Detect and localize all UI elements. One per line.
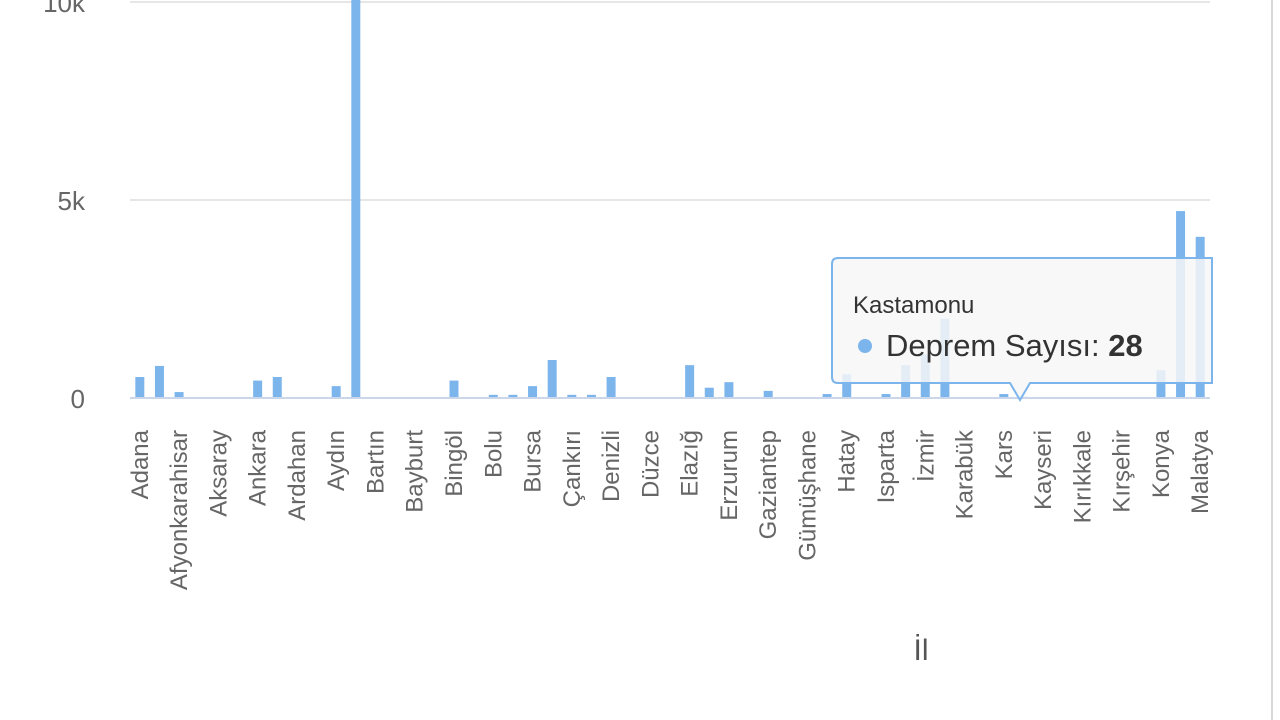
bar[interactable] — [881, 394, 891, 398]
bar[interactable] — [135, 377, 145, 398]
x-tick-label: Bayburt — [402, 430, 429, 513]
x-tick-label: Çankırı — [559, 430, 586, 507]
bar[interactable] — [272, 377, 282, 398]
x-tick-label: Denizli — [598, 430, 625, 502]
bar[interactable] — [724, 382, 734, 398]
x-tick-label: Düzce — [637, 430, 664, 498]
bar[interactable] — [508, 394, 518, 398]
bar[interactable] — [704, 387, 714, 398]
bar[interactable] — [351, 0, 361, 398]
x-tick-label: Adana — [127, 429, 154, 499]
bar[interactable] — [822, 394, 832, 398]
x-tick-label: Aksaray — [205, 430, 232, 517]
bar[interactable] — [586, 394, 596, 398]
x-tick-label: Bursa — [520, 429, 547, 492]
x-axis-labels: Adana Afyonkarahisar Aksaray Ankara Ardahan A… — [127, 429, 1214, 590]
grid-lines — [130, 0, 1210, 201]
bar[interactable] — [253, 380, 263, 398]
x-tick-label: Bartın — [362, 430, 389, 494]
x-tick-label: Aydın — [323, 430, 350, 491]
x-tick-label: Kırşehir — [1109, 430, 1136, 513]
x-tick-label: Isparta — [873, 429, 900, 503]
x-axis-title: İl — [914, 634, 929, 667]
x-tick-label: Gümüşhane — [794, 430, 821, 561]
x-tick-label: Kırıkkale — [1069, 430, 1096, 523]
x-tick-label: Hatay — [834, 430, 861, 493]
x-tick-label: Kayseri — [1030, 430, 1057, 510]
bar[interactable] — [449, 380, 459, 398]
x-tick-label: Konya — [1148, 429, 1175, 498]
bar[interactable] — [999, 394, 1009, 398]
tooltip-series-label: Deprem Sayısı: — [886, 328, 1100, 363]
x-tick-label: Karabük — [952, 429, 979, 519]
bar[interactable] — [763, 390, 773, 398]
bar[interactable] — [567, 394, 577, 398]
x-tick-label: İzmir — [912, 430, 939, 482]
bar[interactable] — [606, 377, 616, 398]
tooltip-value: 28 — [1108, 328, 1142, 363]
y-tick-label: 5k — [58, 186, 86, 216]
x-tick-label: Kars — [991, 430, 1018, 479]
y-axis-labels: 0 5k 10k — [43, 0, 86, 414]
y-tick-label: 0 — [71, 384, 85, 414]
tooltip-series-dot — [858, 339, 872, 353]
bar[interactable] — [528, 386, 538, 398]
x-tick-label: Erzurum — [716, 430, 743, 521]
tooltip: Kastamonu Deprem Sayısı: 28 — [831, 257, 1213, 402]
x-tick-label: Afyonkarahisar — [166, 430, 193, 590]
x-tick-label: Malatya — [1187, 429, 1214, 514]
y-tick-label: 10k — [43, 0, 86, 18]
tooltip-box — [831, 257, 1213, 402]
tooltip-value-line: Deprem Sayısı: 28 — [886, 328, 1143, 363]
bar[interactable] — [154, 365, 164, 398]
bar[interactable] — [547, 359, 557, 398]
x-tick-label: Bingöl — [441, 430, 468, 497]
bar[interactable] — [488, 394, 498, 398]
x-tick-label: Elazığ — [677, 430, 704, 497]
tooltip-category: Kastamonu — [853, 292, 974, 319]
bar[interactable] — [174, 392, 184, 398]
x-tick-label: Ankara — [245, 429, 272, 506]
x-tick-label: Ardahan — [284, 430, 311, 521]
x-tick-label: Bolu — [480, 430, 507, 478]
bar[interactable] — [1156, 370, 1166, 398]
x-tick-label: Gaziantep — [755, 430, 782, 539]
bar[interactable] — [685, 365, 695, 398]
bar[interactable] — [331, 386, 341, 398]
bar[interactable] — [842, 374, 852, 398]
